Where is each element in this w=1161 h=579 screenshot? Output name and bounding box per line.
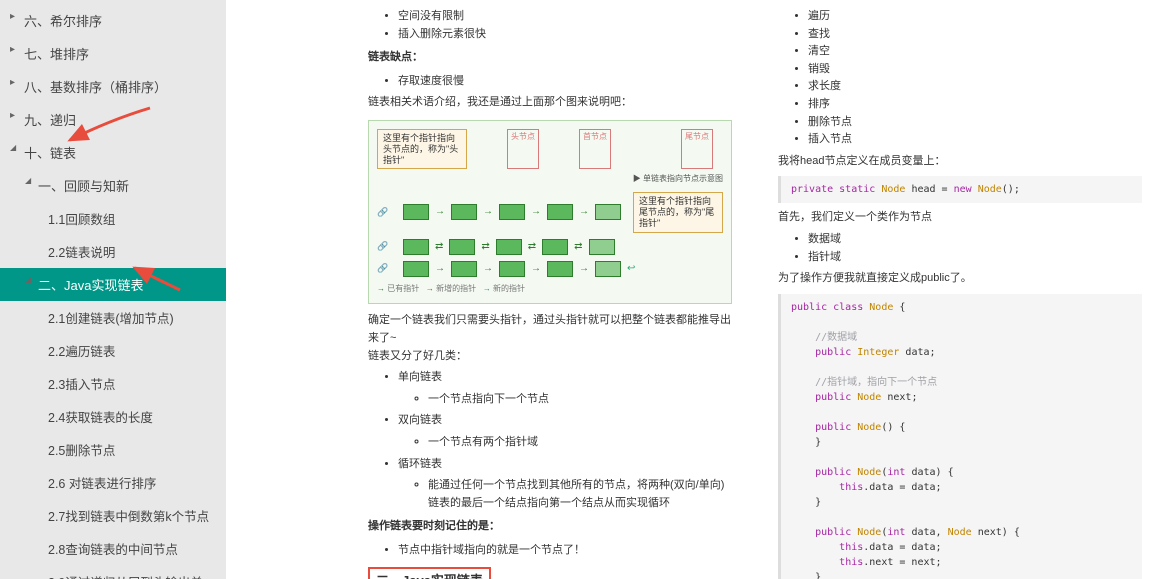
nav-item[interactable]: 一、回顾与知新: [0, 169, 226, 202]
arrow-icon: ⇄: [528, 239, 536, 255]
section-heading: 二、Java实现链表: [368, 567, 732, 579]
node-box: [403, 261, 429, 277]
diagram-row-cycle: 🔗 → → → → ↩: [377, 261, 723, 277]
chain-icon: 🔗: [377, 261, 397, 275]
code-block-head: private static Node head = new Node();: [778, 176, 1142, 203]
nav-item[interactable]: 六、希尔排序: [0, 4, 226, 37]
label-tail-node: 尾节点: [681, 129, 713, 169]
list-item: 查找: [808, 26, 1142, 44]
list-item: 循环链表能通过任何一个节点找到其他所有的节点，将两种(双向/单向)链表的最后一个…: [398, 456, 732, 513]
chain-icon: 🔗: [377, 205, 397, 219]
nav-item[interactable]: 七、堆排序: [0, 37, 226, 70]
paragraph: 首先，我们定义一个类作为节点: [778, 209, 1142, 227]
nav-item[interactable]: 2.4获取链表的长度: [0, 400, 226, 433]
list-item: 删除节点: [808, 114, 1142, 132]
content-column-2: 遍历查找清空销毁求长度排序删除节点插入节点 我将head节点定义在成员变量上： …: [760, 0, 1160, 579]
nav-item[interactable]: 九、递归: [0, 103, 226, 136]
list-item: 双向链表一个节点有两个指针域: [398, 412, 732, 451]
list-item: 插入删除元素很快: [398, 26, 732, 44]
heading-remember: 操作链表要时刻记住的是：: [368, 518, 732, 536]
arrow-icon: →: [531, 261, 541, 277]
node-box: [499, 261, 525, 277]
remember-list: 节点中指针域指向的就是一个节点了！: [368, 542, 732, 560]
label-head-node: 头节点: [507, 129, 539, 169]
disadvantages-list: 存取速度很慢: [368, 73, 732, 91]
list-item: 空间没有限制: [398, 8, 732, 26]
list-item: 销毁: [808, 61, 1142, 79]
node-box-end: [595, 204, 621, 220]
advantages-list: 空间没有限制 插入删除元素很快: [368, 8, 732, 43]
sidebar-nav: 六、希尔排序七、堆排序八、基数排序（桶排序）九、递归十、链表一、回顾与知新1.1…: [0, 0, 226, 579]
nav-item[interactable]: 十、链表: [0, 136, 226, 169]
gap-spacer: [226, 0, 350, 579]
list-types: 单向链表一个节点指向下一个节点双向链表一个节点有两个指针域循环链表能通过任何一个…: [368, 369, 732, 512]
nav-item[interactable]: 2.1创建链表(增加节点): [0, 301, 226, 334]
node-box: [451, 204, 477, 220]
paragraph: 为了操作方便我就直接定义成public了。: [778, 270, 1142, 288]
content-column-1: 空间没有限制 插入删除元素很快 链表缺点： 存取速度很慢 链表相关术语介绍，我还…: [350, 0, 750, 579]
arrow-icon: ⇄: [435, 239, 443, 255]
arrow-icon: →: [435, 261, 445, 277]
diagram-row-single: 🔗 → → → → 这里有个指针指向尾节点的，称为"尾指针": [377, 192, 723, 232]
arrow-icon: →: [435, 204, 445, 220]
nav-item[interactable]: 2.3插入节点: [0, 367, 226, 400]
callout-head-pointer: 这里有个指针指向头节点的，称为"头指针": [377, 129, 467, 169]
list-item: 求长度: [808, 78, 1142, 96]
node-box: [499, 204, 525, 220]
arrow-icon: →: [483, 261, 493, 277]
node-box: [449, 239, 475, 255]
arrow-icon: →: [531, 204, 541, 220]
code-block-node-class: public class Node { //数据域 public Integer…: [778, 294, 1142, 579]
diagram-legend-title: ▶ 单链表指向节点示意图: [377, 173, 723, 186]
list-item: 排序: [808, 96, 1142, 114]
nav-item[interactable]: 八、基数排序（桶排序）: [0, 70, 226, 103]
operations-list: 遍历查找清空销毁求长度排序删除节点插入节点: [778, 8, 1142, 149]
nav-item[interactable]: 二、Java实现链表: [0, 268, 226, 301]
list-item: 数据域: [808, 231, 1142, 249]
arrow-icon: →: [483, 204, 493, 220]
list-item: 存取速度很慢: [398, 73, 732, 91]
nav-item[interactable]: 2.7找到链表中倒数第k个节点: [0, 499, 226, 532]
callout-tail-pointer: 这里有个指针指向尾节点的，称为"尾指针": [633, 192, 723, 232]
list-item: 节点中指针域指向的就是一个节点了！: [398, 542, 732, 560]
node-box: [451, 261, 477, 277]
paragraph: 我将head节点定义在成员变量上：: [778, 153, 1142, 171]
node-box: [403, 204, 429, 220]
arrow-icon: →: [579, 204, 589, 220]
node-box: [496, 239, 522, 255]
nav-item[interactable]: 2.2遍历链表: [0, 334, 226, 367]
nav-item[interactable]: 2.6 对链表进行排序: [0, 466, 226, 499]
list-item: 清空: [808, 43, 1142, 61]
nav-item[interactable]: 2.8查询链表的中间节点: [0, 532, 226, 565]
list-item: 遍历: [808, 8, 1142, 26]
heading-disadvantage: 链表缺点：: [368, 49, 732, 67]
node-box: [403, 239, 429, 255]
node-box: [547, 261, 573, 277]
list-item: 插入节点: [808, 131, 1142, 149]
label-first-node: 首节点: [579, 129, 611, 169]
node-box-end: [595, 261, 621, 277]
paragraph: 链表相关术语介绍，我还是通过上面那个图来说明吧：: [368, 94, 732, 112]
diagram-row-double: 🔗 ⇄ ⇄ ⇄ ⇄: [377, 239, 723, 255]
arrow-icon: →: [579, 261, 589, 277]
arrow-icon: ⇄: [481, 239, 489, 255]
nav-item[interactable]: 2.9通过递归从尾到头输出单链...: [0, 565, 226, 579]
linked-list-diagram: 这里有个指针指向头节点的，称为"头指针" 头节点 首节点 尾节点 ▶ 单链表指向…: [368, 120, 732, 304]
arrow-icon: ⇄: [574, 239, 582, 255]
nav-item[interactable]: 2.2链表说明: [0, 235, 226, 268]
list-item: 单向链表一个节点指向下一个节点: [398, 369, 732, 408]
nav-item[interactable]: 2.5删除节点: [0, 433, 226, 466]
col-gap: [750, 0, 760, 579]
arrow-icon: ↩: [627, 261, 635, 277]
node-box: [547, 204, 573, 220]
paragraph: 链表又分了好几类：: [368, 348, 732, 366]
list-item: 指针域: [808, 249, 1142, 267]
node-box: [542, 239, 568, 255]
fields-list: 数据域 指针域: [778, 231, 1142, 266]
diagram-legend: → 已有指针 → 新增的指针 → 新的指针: [377, 283, 723, 296]
paragraph: 确定一个链表我们只需要头指针，通过头指针就可以把整个链表都能推导出来了~: [368, 312, 732, 347]
nav-item[interactable]: 1.1回顾数组: [0, 202, 226, 235]
chain-icon: 🔗: [377, 239, 397, 253]
node-box-end: [589, 239, 615, 255]
